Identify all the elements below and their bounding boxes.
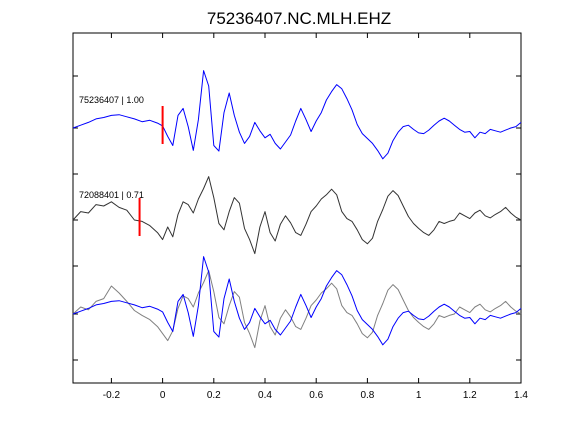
x-tick-label: 0.4 bbox=[258, 390, 272, 401]
pick-markers bbox=[138, 106, 164, 236]
x-tick-label: -0.2 bbox=[103, 390, 121, 401]
x-tick-label: 1 bbox=[416, 390, 422, 401]
plot-frame bbox=[72, 32, 522, 384]
x-tick-label: 0.8 bbox=[360, 390, 374, 401]
x-tick-label: 0.6 bbox=[309, 390, 323, 401]
trace-group bbox=[72, 70, 522, 349]
trace-line-2 bbox=[72, 176, 522, 255]
x-tick-label: 1.4 bbox=[514, 390, 528, 401]
trace-label-2: 72088401 | 0.71 bbox=[79, 190, 144, 200]
x-tick-label: 0 bbox=[160, 390, 166, 401]
chart-title: 75236407.NC.MLH.EHZ bbox=[207, 9, 391, 28]
trace-labels: 75236407 | 1.00 72088401 | 0.71 bbox=[79, 95, 144, 200]
trace-line-4 bbox=[72, 256, 522, 346]
trace-line-1 bbox=[72, 70, 522, 160]
trace-line-3 bbox=[72, 270, 522, 349]
trace-label-1: 75236407 | 1.00 bbox=[79, 95, 144, 105]
x-tick-label: 0.2 bbox=[207, 390, 221, 401]
x-axis: -0.2 0 0.2 0.4 0.6 0.8 1 1.2 1.4 bbox=[103, 33, 528, 401]
y-ticks bbox=[73, 75, 521, 361]
x-tick-label: 1.2 bbox=[463, 390, 477, 401]
